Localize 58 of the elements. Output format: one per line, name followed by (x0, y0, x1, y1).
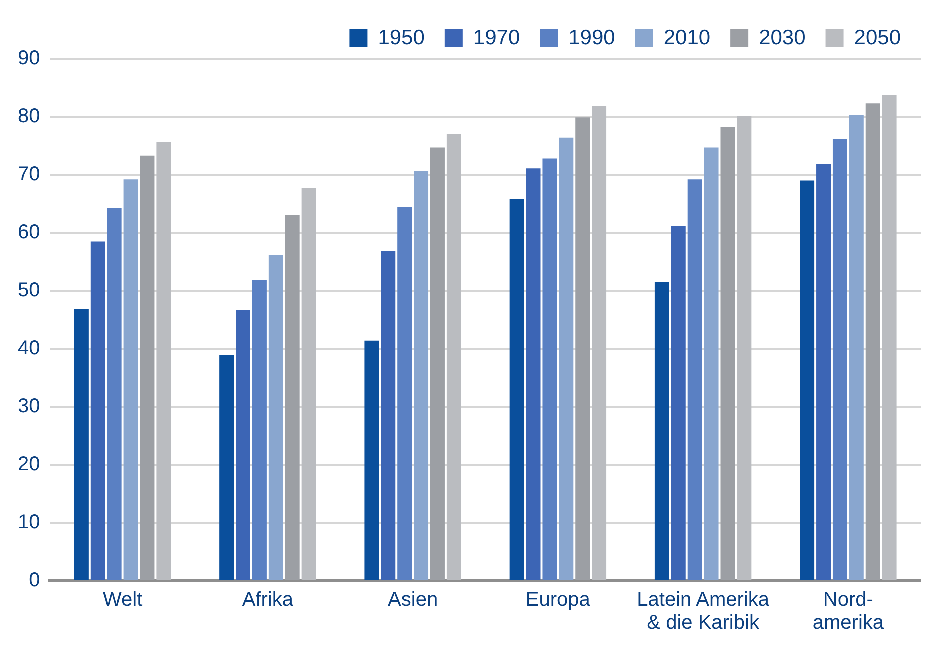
y-tick-label: 80 (18, 106, 40, 128)
y-tick-label: 20 (18, 454, 40, 476)
bar (671, 226, 686, 580)
x-tick-label: Afrika (242, 589, 294, 612)
bar (816, 164, 832, 580)
bar (302, 188, 316, 580)
bar (236, 310, 250, 580)
bar (849, 115, 864, 580)
bar (720, 127, 736, 580)
bar (688, 180, 702, 580)
bar (800, 180, 815, 580)
legend-label: 2010 (664, 26, 711, 50)
x-tick-label: Asien (388, 589, 438, 612)
bar (220, 355, 234, 580)
bar (592, 106, 607, 580)
y-tick-label: 30 (18, 396, 40, 418)
y-tick-label: 40 (18, 338, 40, 360)
y-tick-label: 0 (29, 570, 40, 592)
bar (866, 104, 880, 580)
bar (285, 215, 300, 580)
y-tick-label: 60 (18, 222, 40, 244)
bar (559, 138, 574, 580)
legend-label: 1970 (473, 26, 520, 50)
bar (430, 148, 445, 580)
bar (510, 199, 524, 580)
bar (414, 172, 429, 580)
x-tick-label: Nord- amerika (812, 589, 885, 634)
bar (654, 282, 670, 580)
legend-label: 2030 (759, 26, 806, 50)
bar (446, 134, 462, 580)
y-tick-label: 10 (18, 512, 40, 534)
bar (364, 340, 380, 580)
legend-label: 1950 (378, 26, 425, 50)
bar (576, 118, 590, 580)
bar (90, 242, 106, 580)
x-tick-label: Europa (526, 589, 592, 612)
bar (381, 252, 396, 580)
legend-label: 2050 (854, 26, 901, 50)
bar (156, 142, 172, 580)
bar (832, 139, 848, 580)
bar (737, 116, 752, 580)
bar (74, 308, 89, 580)
bar (107, 208, 122, 580)
bar (124, 180, 138, 580)
x-tick-label: Welt (102, 589, 144, 612)
bar (268, 255, 284, 580)
legend-label: 1990 (568, 26, 616, 50)
bar (882, 96, 897, 580)
bar (140, 156, 155, 580)
bar (526, 168, 541, 580)
x-tick-label: Latein Amerika & die Karibik (637, 589, 770, 634)
bar (398, 207, 412, 580)
bar (252, 280, 267, 580)
bar (542, 158, 558, 580)
y-tick-label: 70 (18, 164, 40, 186)
y-tick-label: 90 (18, 48, 40, 70)
bar (704, 148, 719, 580)
y-tick-label: 50 (18, 280, 40, 302)
